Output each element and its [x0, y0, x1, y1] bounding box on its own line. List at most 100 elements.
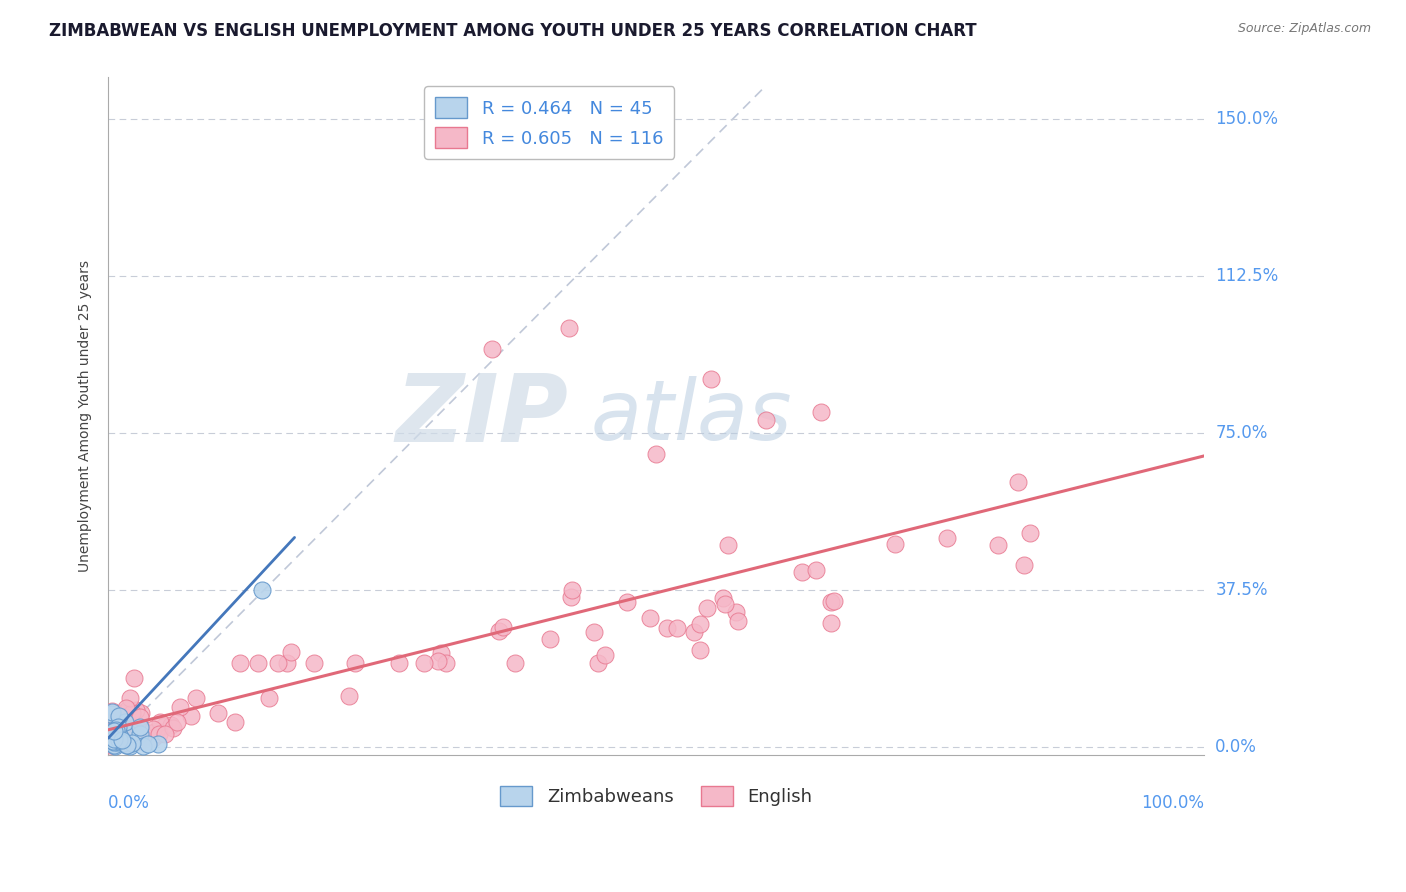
Point [122, 671, 145, 685]
Point [110, 706, 132, 720]
Point [755, 413, 778, 427]
Point [616, 595, 638, 609]
Point [112, 733, 135, 747]
Legend: Zimbabweans, English: Zimbabweans, English [492, 779, 820, 814]
Point [100, 725, 122, 739]
Point [280, 645, 302, 659]
Point [250, 582, 273, 597]
Point [228, 656, 250, 670]
Point [103, 738, 125, 752]
Point [111, 736, 134, 750]
Point [162, 721, 184, 735]
Point [118, 691, 141, 706]
Point [657, 621, 679, 635]
Point [112, 710, 135, 724]
Point [987, 538, 1010, 552]
Point [689, 643, 711, 657]
Point [166, 715, 188, 730]
Point [111, 725, 134, 739]
Point [112, 735, 135, 749]
Point [344, 656, 367, 670]
Point [246, 656, 269, 670]
Point [131, 731, 153, 745]
Point [638, 611, 661, 625]
Point [105, 733, 128, 747]
Point [98, 738, 121, 752]
Point [884, 536, 907, 550]
Point [1012, 558, 1035, 572]
Text: 112.5%: 112.5% [1215, 267, 1278, 285]
Text: 150.0%: 150.0% [1215, 111, 1278, 128]
Point [110, 730, 132, 744]
Point [101, 723, 124, 738]
Point [129, 709, 152, 723]
Point [100, 706, 122, 721]
Point [112, 734, 135, 748]
Point [100, 705, 122, 719]
Point [430, 646, 453, 660]
Point [98, 732, 121, 747]
Point [105, 731, 128, 745]
Point [266, 656, 288, 670]
Point [98, 736, 121, 750]
Point [103, 738, 125, 752]
Point [727, 615, 749, 629]
Point [101, 731, 124, 746]
Point [302, 656, 325, 670]
Point [121, 706, 143, 720]
Point [426, 654, 449, 668]
Point [98, 733, 121, 747]
Point [101, 704, 124, 718]
Point [388, 656, 411, 670]
Point [935, 531, 957, 545]
Point [114, 714, 136, 729]
Point [101, 731, 124, 746]
Point [169, 699, 191, 714]
Point [117, 714, 139, 728]
Point [114, 700, 136, 714]
Point [103, 723, 125, 738]
Point [107, 725, 129, 739]
Point [224, 715, 246, 730]
Point [593, 648, 616, 662]
Text: ZIMBABWEAN VS ENGLISH UNEMPLOYMENT AMONG YOUTH UNDER 25 YEARS CORRELATION CHART: ZIMBABWEAN VS ENGLISH UNEMPLOYMENT AMONG… [49, 22, 977, 40]
Point [557, 321, 579, 335]
Point [118, 739, 141, 753]
Point [645, 447, 668, 461]
Point [804, 563, 827, 577]
Point [820, 595, 842, 609]
Point [689, 617, 711, 632]
Point [128, 727, 150, 741]
Point [823, 594, 845, 608]
Point [105, 727, 128, 741]
Point [104, 734, 127, 748]
Point [103, 734, 125, 748]
Point [103, 720, 125, 734]
Point [100, 727, 122, 741]
Point [98, 733, 121, 747]
Point [259, 690, 281, 705]
Point [98, 725, 121, 739]
Point [700, 371, 723, 385]
Point [131, 723, 153, 737]
Point [98, 735, 121, 749]
Point [103, 739, 125, 753]
Point [696, 600, 718, 615]
Point [142, 731, 165, 745]
Point [148, 738, 170, 752]
Text: 100.0%: 100.0% [1142, 794, 1204, 812]
Text: atlas: atlas [591, 376, 792, 457]
Point [122, 721, 145, 735]
Point [145, 723, 167, 738]
Point [107, 721, 129, 735]
Point [105, 733, 128, 747]
Point [101, 729, 124, 743]
Point [120, 723, 142, 737]
Point [503, 656, 526, 670]
Point [107, 720, 129, 734]
Point [142, 722, 165, 736]
Point [124, 731, 146, 746]
Point [488, 624, 510, 638]
Point [139, 725, 162, 739]
Point [413, 656, 436, 670]
